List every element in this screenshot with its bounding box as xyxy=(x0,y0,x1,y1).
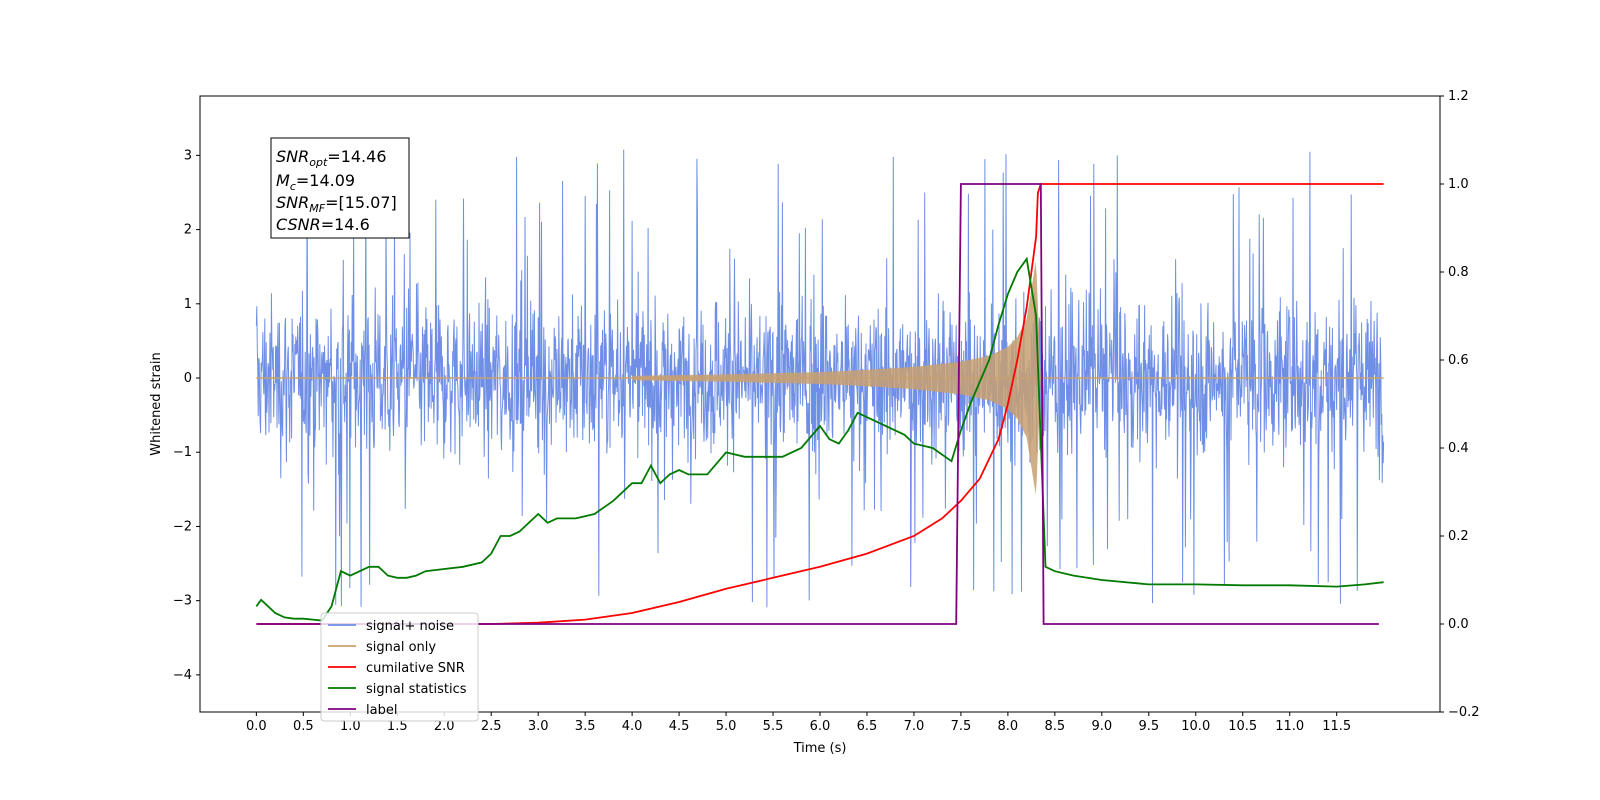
x-tick-label: 5.0 xyxy=(716,719,737,734)
x-tick-label: 11.5 xyxy=(1322,719,1351,734)
snr-opt-base: SNR xyxy=(276,147,309,166)
mc-value: =14.09 xyxy=(296,171,355,190)
x-axis-label: Time (s) xyxy=(793,741,847,756)
y-tick-label: 0 xyxy=(184,371,192,386)
x-tick-label: 4.0 xyxy=(622,719,643,734)
x-tick-label: 11.0 xyxy=(1275,719,1304,734)
mc-sub: c xyxy=(290,180,296,193)
y2-tick-label: 0.8 xyxy=(1448,265,1469,280)
y-tick-label: 1 xyxy=(184,297,192,312)
x-tick-label: 3.0 xyxy=(528,719,549,734)
y2-tick-label: 1.2 xyxy=(1448,89,1469,104)
x-tick-label: 7.0 xyxy=(904,719,925,734)
x-tick-label: 3.5 xyxy=(575,719,596,734)
y2-tick-label: 1.0 xyxy=(1448,177,1469,192)
y2-tick-label: 0.6 xyxy=(1448,353,1469,368)
snr-mf-base: SNR xyxy=(276,193,309,212)
y-tick-label: −1 xyxy=(173,445,192,460)
legend-entry: signal statistics xyxy=(366,682,467,697)
series-signal-noise xyxy=(255,149,1385,608)
annotation-frame xyxy=(270,137,410,239)
legend-entry: signal only xyxy=(366,640,436,655)
snr-mf-sub: MF xyxy=(309,202,325,215)
x-tick-label: 8.5 xyxy=(1045,719,1066,734)
csnr-value: =14.6 xyxy=(321,215,370,234)
x-tick-label: 2.0 xyxy=(434,719,455,734)
annotation-box: SNRopt=14.46 Mc=14.09 SNRMF=[15.07] CSNR… xyxy=(270,137,410,239)
snr-opt-sub: opt xyxy=(309,156,328,169)
snr-mf-value: =[15.07] xyxy=(325,193,397,212)
x-tick-label: 8.0 xyxy=(998,719,1019,734)
csnr-base: CSNR xyxy=(276,215,321,234)
y-tick-label: −2 xyxy=(173,519,192,534)
plot-area xyxy=(255,149,1385,625)
x-tick-label: 10.0 xyxy=(1181,719,1210,734)
annotation-csnr: CSNR=14.6 xyxy=(276,215,370,234)
annotation-mc: Mc=14.09 xyxy=(276,171,355,193)
x-tick-label: 4.5 xyxy=(669,719,690,734)
annotation-snr-opt: SNRopt=14.46 xyxy=(276,147,387,169)
x-axis: 0.0 0.5 1.0 1.5 2.0 2.5 3.0 3.5 4.0 4.5 5.0 5.5 6.0 6… xyxy=(246,712,1351,734)
y-tick-label: 2 xyxy=(184,223,192,238)
y2-tick-label: 0.0 xyxy=(1448,617,1469,632)
legend-entry: label xyxy=(366,703,397,718)
x-tick-label: 7.5 xyxy=(951,719,972,734)
x-tick-label: 10.5 xyxy=(1228,719,1257,734)
legend: signal+ noise signal only cumilative SNR si… xyxy=(320,612,479,722)
y2-tick-label: 0.4 xyxy=(1448,441,1469,456)
x-tick-label: 2.5 xyxy=(481,719,502,734)
y-axis-left: 3 2 1 0 −1 −2 −3 −4 xyxy=(173,148,200,683)
y-tick-label: −3 xyxy=(173,594,192,609)
x-tick-label: 0.5 xyxy=(293,719,314,734)
legend-entry: cumilative SNR xyxy=(366,661,465,676)
legend-frame xyxy=(320,612,479,722)
annotation-snr-mf: SNRMF=[15.07] xyxy=(276,193,397,215)
series-label xyxy=(256,183,1379,625)
x-tick-label: 1.5 xyxy=(387,719,408,734)
x-tick-label: 6.0 xyxy=(810,719,831,734)
y-tick-label: −4 xyxy=(173,668,192,683)
y-axis-label: Whitened strain xyxy=(149,352,164,455)
x-tick-label: 0.0 xyxy=(246,719,267,734)
y-tick-label: 3 xyxy=(184,148,192,163)
x-tick-label: 1.0 xyxy=(340,719,361,734)
x-tick-label: 5.5 xyxy=(763,719,784,734)
series-cumulative-snr xyxy=(256,183,1384,625)
snr-opt-value: =14.46 xyxy=(327,147,386,166)
x-tick-label: 9.0 xyxy=(1091,719,1112,734)
x-tick-label: 6.5 xyxy=(857,719,878,734)
legend-entry: signal+ noise xyxy=(366,619,454,634)
y-axis-right: 1.2 1.0 0.8 0.6 0.4 0.2 0.0 −0.2 xyxy=(1440,89,1480,720)
y2-tick-label: −0.2 xyxy=(1448,705,1480,720)
x-tick-label: 9.5 xyxy=(1138,719,1159,734)
y2-tick-label: 0.2 xyxy=(1448,529,1469,544)
series-signal-statistics xyxy=(255,256,1384,622)
mc-base: M xyxy=(276,171,290,190)
